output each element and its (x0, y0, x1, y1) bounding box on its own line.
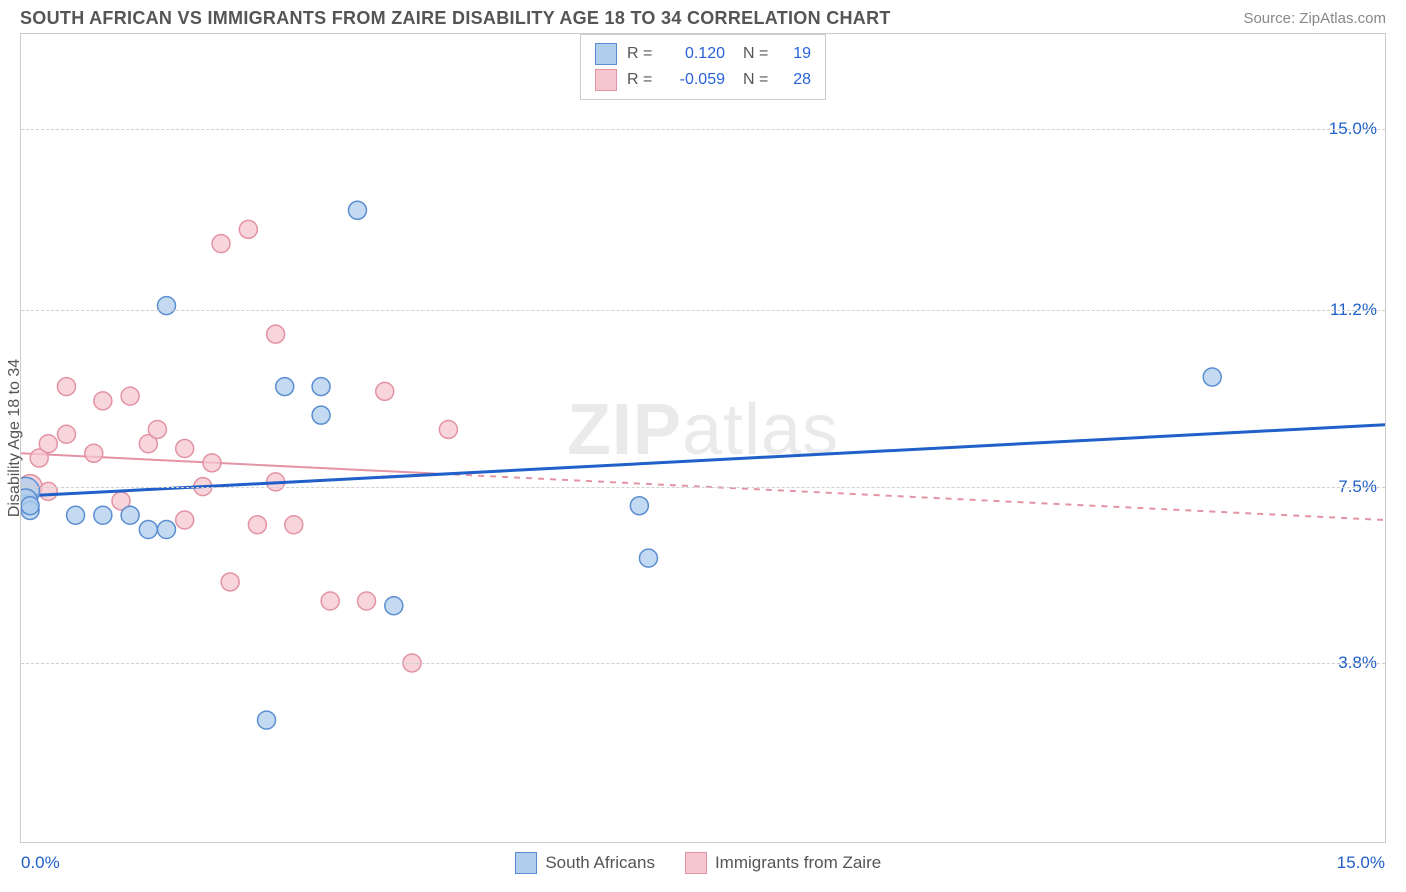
south-african-point (157, 521, 175, 539)
zaire-point (358, 592, 376, 610)
n-value: 28 (781, 71, 811, 89)
legend-top-row: R = 0.120 N = 19 (595, 41, 811, 67)
zaire-point (203, 454, 221, 472)
south-african-point (348, 201, 366, 219)
zaire-point (176, 511, 194, 529)
legend-bottom-item: Immigrants from Zaire (685, 852, 881, 874)
south-african-point (312, 406, 330, 424)
south-african-point (21, 497, 39, 515)
gridline (21, 487, 1385, 488)
gridline (21, 129, 1385, 130)
south-african-point (121, 506, 139, 524)
r-label: R = (627, 71, 655, 89)
south-african-point (276, 378, 294, 396)
chart-title: SOUTH AFRICAN VS IMMIGRANTS FROM ZAIRE D… (20, 8, 891, 29)
x-min-label: 0.0% (21, 853, 60, 873)
plot-area: ZIPatlas R =0.120N =19R =-0.059N =28 15.… (21, 34, 1385, 842)
zaire-point (94, 392, 112, 410)
zaire-trendline (21, 453, 430, 473)
zaire-point (285, 516, 303, 534)
legend-swatch (515, 852, 537, 874)
south-african-point (312, 378, 330, 396)
n-label: N = (743, 45, 771, 63)
zaire-point (39, 435, 57, 453)
zaire-point (57, 378, 75, 396)
zaire-point (439, 420, 457, 438)
zaire-point (176, 440, 194, 458)
zaire-point (267, 325, 285, 343)
legend-top-row: R = -0.059 N = 28 (595, 67, 811, 93)
zaire-trendline-dashed (430, 473, 1385, 520)
zaire-point (148, 420, 166, 438)
legend-swatch (685, 852, 707, 874)
zaire-point (39, 482, 57, 500)
gridline (21, 310, 1385, 311)
n-value: 19 (781, 45, 811, 63)
south-african-point (157, 297, 175, 315)
south-african-trendline (21, 425, 1385, 496)
zaire-point (57, 425, 75, 443)
legend-swatch (595, 69, 617, 91)
plot-svg (21, 34, 1385, 842)
legend-swatch (595, 43, 617, 65)
south-african-point (94, 506, 112, 524)
south-african-point (1203, 368, 1221, 386)
r-label: R = (627, 45, 655, 63)
legend-label: Immigrants from Zaire (715, 853, 881, 873)
south-african-point (639, 549, 657, 567)
south-african-point (630, 497, 648, 515)
zaire-point (121, 387, 139, 405)
south-african-point (258, 711, 276, 729)
south-african-point (385, 597, 403, 615)
legend-top: R = 0.120 N = 19 R = -0.059 N = 28 (580, 34, 826, 100)
south-african-point (139, 521, 157, 539)
x-max-label: 15.0% (1337, 853, 1385, 873)
zaire-point (248, 516, 266, 534)
south-african-point (67, 506, 85, 524)
zaire-point (239, 220, 257, 238)
zaire-point (321, 592, 339, 610)
zaire-point (212, 235, 230, 253)
gridline (21, 663, 1385, 664)
legend-bottom: South Africans Immigrants from Zaire (515, 852, 881, 874)
source-label: Source: ZipAtlas.com (1243, 10, 1386, 27)
n-label: N = (743, 71, 771, 89)
legend-label: South Africans (545, 853, 655, 873)
r-value: -0.059 (665, 71, 725, 89)
zaire-point (376, 382, 394, 400)
x-axis-footer: 0.0% South Africans Immigrants from Zaire… (21, 852, 1385, 874)
legend-bottom-item: South Africans (515, 852, 655, 874)
chart-area: Disability Age 18 to 34 ZIPatlas R =0.12… (20, 33, 1386, 843)
zaire-point (85, 444, 103, 462)
r-value: 0.120 (665, 45, 725, 63)
zaire-point (221, 573, 239, 591)
